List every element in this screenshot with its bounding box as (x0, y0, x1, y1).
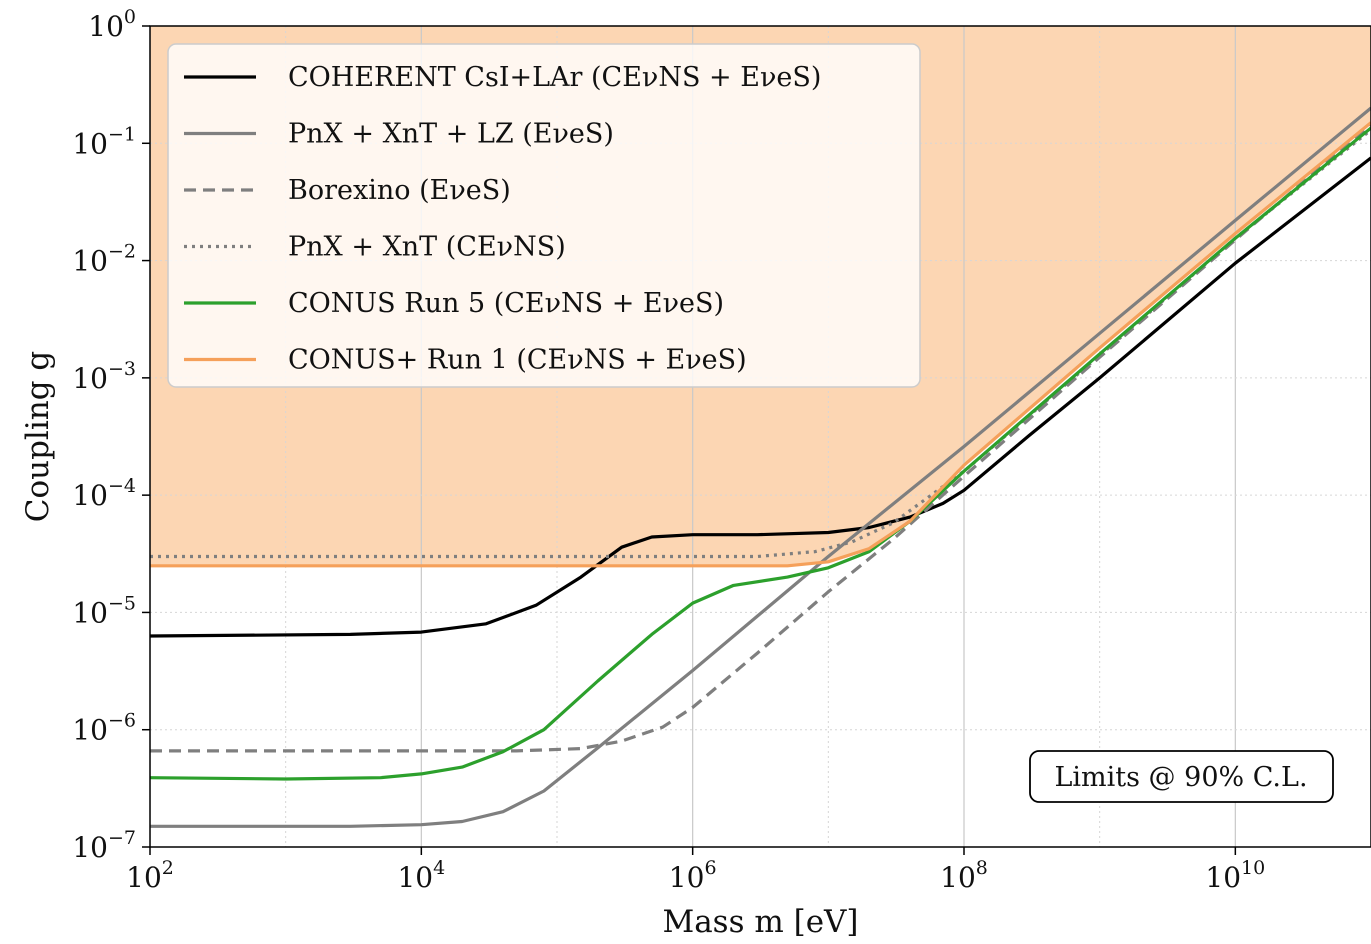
legend-label: CONUS Run 5 (CEνNS + EνeS) (288, 288, 724, 319)
y-tick-label: 10−7 (72, 827, 136, 864)
legend: COHERENT CsI+LAr (CEνNS + EνeS) PnX + XnT… (167, 43, 921, 388)
annotation-box: Limits @ 90% C.L. (1029, 750, 1334, 803)
legend-label: COHERENT CsI+LAr (CEνNS + EνeS) (288, 62, 821, 93)
axis-ticks: 102 104 106 108 1010 10−7 10−6 10−5 10−4 10−3 10−2… (72, 6, 1265, 894)
y-tick-label: 10−4 (72, 475, 136, 512)
legend-box (167, 43, 921, 388)
legend-label: CONUS+ Run 1 (CEνNS + EνeS) (288, 345, 747, 376)
y-tick-label: 10−2 (72, 241, 136, 278)
x-axis-label: Mass m [eV] (662, 904, 858, 940)
annotation-text: Limits @ 90% C.L. (1054, 762, 1307, 793)
y-tick-label: 10−5 (72, 592, 136, 629)
y-tick-label: 100 (88, 6, 136, 43)
series-line-1 (150, 106, 1371, 828)
series-line-0 (150, 156, 1371, 638)
y-tick-label: 10−3 (72, 358, 136, 395)
legend-label: Borexino (EνeS) (288, 175, 511, 206)
x-tick-label: 106 (669, 857, 717, 894)
y-axis-label: Coupling g (20, 351, 56, 523)
legend-label: PnX + XnT (CEνNS) (288, 232, 566, 263)
series-line-2 (150, 123, 1371, 753)
series-lines (150, 106, 1371, 828)
series-line-3 (150, 128, 1371, 559)
annotation-frame (1029, 750, 1334, 803)
x-tick-label: 104 (397, 857, 445, 894)
series-line-5 (150, 121, 1371, 568)
x-tick-label: 108 (940, 857, 988, 894)
x-tick-label: 1010 (1205, 857, 1265, 894)
x-tick-label: 102 (126, 857, 174, 894)
legend-label: PnX + XnT + LZ (EνeS) (288, 119, 614, 150)
y-tick-label: 10−1 (72, 123, 136, 160)
y-tick-label: 10−6 (72, 710, 136, 747)
plot-frame (149, 25, 1371, 848)
series-line-4 (150, 126, 1371, 781)
